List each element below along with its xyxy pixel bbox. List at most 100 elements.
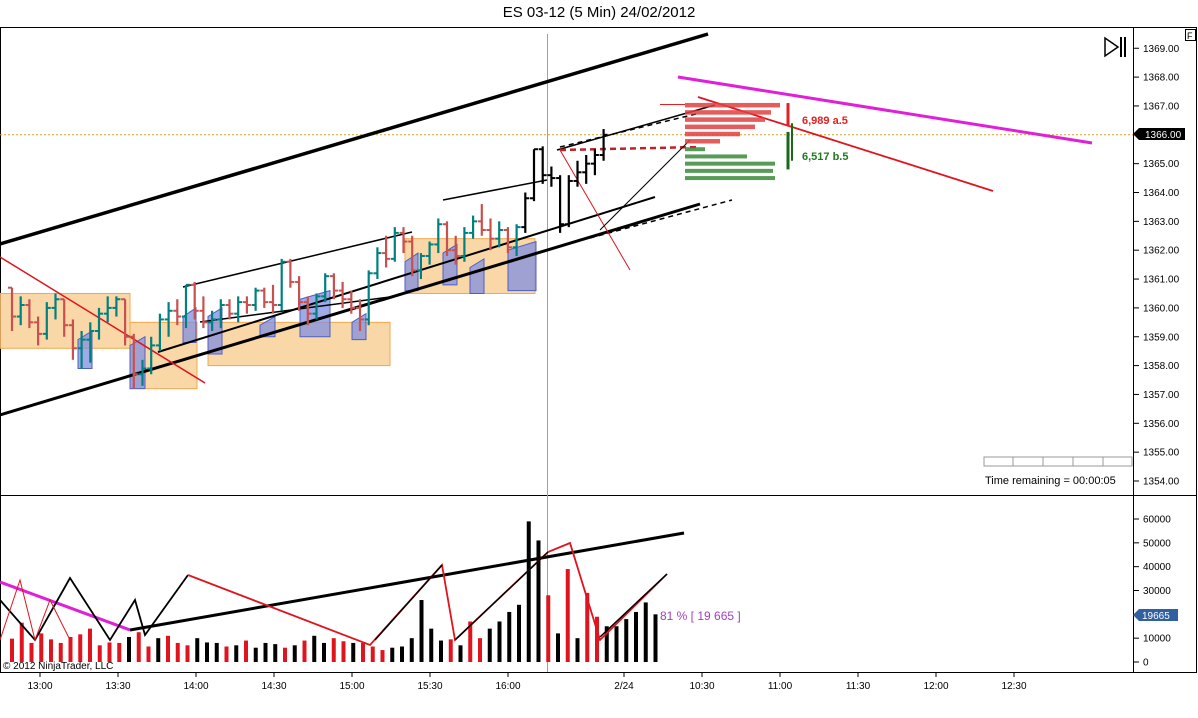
volume-bar [224, 646, 229, 662]
ask-size-label: 6,989 a.5 [802, 115, 848, 127]
ask-level [685, 110, 771, 115]
price-bar [364, 270, 373, 326]
magenta-trend-line [677, 75, 1093, 145]
price-bar [556, 175, 565, 233]
price-bar [547, 166, 556, 187]
volume-bar [478, 638, 482, 662]
volume-bar [29, 642, 34, 662]
volume-bar [263, 642, 268, 662]
price-bars [8, 129, 608, 389]
price-bar [34, 316, 43, 346]
price-tick-label: 1359.00 [1143, 332, 1180, 343]
trend-line [0, 32, 709, 246]
volume-bar [439, 640, 443, 662]
copyright-label: © 2012 NinjaTrader, LLC [3, 661, 113, 672]
price-bar [495, 221, 504, 248]
price-bar [251, 287, 260, 311]
price-bar [103, 296, 112, 323]
price-panel-frame [0, 27, 1197, 496]
volume-bar [361, 642, 365, 662]
bid-level [685, 176, 775, 181]
volume-bar [595, 616, 599, 662]
price-bar [347, 290, 356, 314]
price-bar [208, 310, 217, 331]
price-bar [173, 299, 182, 326]
time-tick-label: 15:30 [417, 681, 442, 692]
price-bar [190, 281, 199, 320]
trend-line [182, 231, 413, 288]
volume-bar [448, 639, 453, 662]
price-bar [408, 235, 417, 277]
svg-text:F: F [1187, 31, 1193, 41]
price-tick-label: 1364.00 [1143, 188, 1180, 199]
price-tick-label: 1356.00 [1143, 419, 1180, 430]
price-bar [312, 293, 321, 320]
price-bar [225, 299, 234, 320]
volume-trend-line [374, 564, 443, 641]
order-book [660, 102, 793, 181]
price-bar [564, 175, 573, 228]
volume-bar [624, 619, 629, 662]
volume-trend-line [129, 531, 685, 632]
time-tick-label: 14:00 [183, 681, 208, 692]
volume-bar [468, 621, 473, 662]
volume-bar [575, 638, 580, 662]
price-bar [443, 221, 451, 256]
current-price-tag: 1366.00 [1133, 128, 1185, 141]
volume-bar [565, 569, 570, 662]
price-bar [399, 227, 408, 254]
volume-bar [68, 636, 73, 662]
volume-bar [419, 600, 424, 662]
price-bar [60, 298, 69, 337]
red-trend-line [0, 256, 206, 384]
trend-lines [0, 32, 1093, 417]
price-bar [8, 286, 16, 331]
price-bar [329, 273, 338, 300]
price-bar [295, 276, 304, 311]
price-bar [373, 247, 382, 280]
price-grid [0, 47, 1139, 482]
price-bar [164, 302, 173, 337]
volume-bar [643, 602, 648, 662]
price-bar [260, 287, 269, 308]
play-pause-icon[interactable] [1104, 36, 1126, 58]
price-bar [477, 204, 486, 236]
volume-bar [331, 638, 336, 662]
price-bar [68, 319, 77, 360]
time-tick-label: 11:00 [768, 681, 793, 692]
volume-bar [507, 611, 512, 662]
volume-bar [78, 634, 83, 662]
time-tick-label: 2/24 [614, 681, 634, 692]
price-bar [503, 227, 512, 254]
volume-bar [117, 642, 122, 662]
volume-bar [312, 635, 317, 662]
price-bar [590, 149, 599, 176]
red-trend-line [559, 149, 631, 271]
time-tick-label: 11:30 [846, 681, 871, 692]
time-tick-label: 14:30 [261, 681, 286, 692]
volume-bar [127, 636, 131, 662]
volume-bar [292, 645, 297, 662]
price-bar [269, 284, 277, 314]
volume-bar [10, 638, 14, 662]
volume-bar [273, 644, 278, 662]
price-bar [286, 258, 295, 288]
price-bar [425, 241, 434, 265]
ask-level [685, 102, 780, 108]
price-bar [530, 148, 538, 202]
chart-title: ES 03-12 (5 Min) 24/02/2012 [502, 4, 696, 21]
volume-bar [497, 621, 502, 662]
volume-bar [107, 642, 112, 662]
price-bar [112, 296, 121, 317]
volume-bar [205, 642, 209, 662]
price-bar [95, 307, 103, 340]
price-bar [390, 227, 399, 262]
price-tick-label: 1363.00 [1143, 217, 1180, 228]
volume-bar [302, 640, 307, 662]
panel-f-button[interactable]: F [1185, 29, 1196, 42]
volume-bar [370, 646, 375, 662]
price-bar [486, 218, 495, 251]
price-bar [216, 299, 225, 329]
volume-bars [10, 521, 658, 662]
